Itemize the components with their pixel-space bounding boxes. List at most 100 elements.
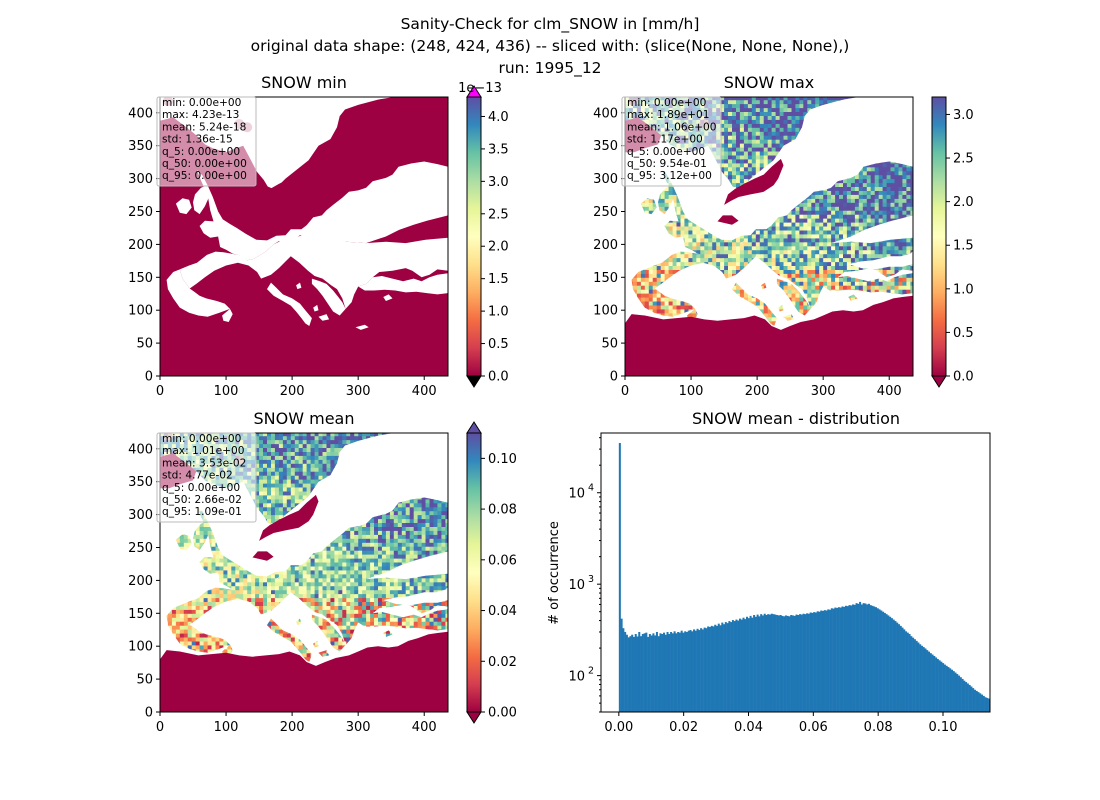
heatmap-cell [858, 206, 864, 211]
heatmap-cell [787, 285, 793, 290]
heatmap-cell [890, 182, 896, 187]
heatmap-cell [779, 127, 785, 132]
heatmap-cell [819, 222, 824, 227]
heatmap-cell [692, 222, 697, 227]
heatmap-cell [866, 214, 872, 219]
heatmap-cell [696, 253, 701, 259]
heatmap-cell [831, 206, 836, 211]
heatmap-cell [870, 190, 876, 195]
heatmap-cell [736, 265, 741, 270]
heatmap-cell [783, 115, 789, 120]
heatmap-cell [771, 111, 777, 116]
heatmap-cell [866, 249, 872, 255]
heatmap-cell [910, 202, 913, 207]
heatmap-cell [890, 206, 896, 211]
heatmap-cell [831, 265, 836, 270]
heatmap-cell [652, 273, 658, 278]
heatmap-cell [803, 269, 808, 274]
heatmap-cell [775, 147, 781, 152]
heatmap-cell [751, 237, 757, 243]
heatmap-cell [644, 297, 650, 302]
heatmap-cell [648, 269, 654, 274]
heatmap-cell [862, 206, 868, 211]
figure-title-line-3: run: 1995_12 [498, 59, 601, 78]
heatmap-cell [755, 135, 761, 140]
heatmap-cell [870, 214, 876, 219]
heatmap-cell [894, 241, 900, 247]
heatmap-cell [739, 111, 745, 116]
heatmap-cell [724, 139, 729, 144]
heatmap-cell [878, 198, 884, 203]
heatmap-cell [878, 162, 884, 168]
heatmap-cell [779, 241, 785, 247]
plot-frame [159, 96, 449, 377]
heatmap-cell [747, 139, 753, 144]
heatmap-cell [811, 214, 816, 219]
heatmap-cell [775, 249, 781, 255]
heatmap-cell [672, 233, 678, 239]
heatmap-cell [688, 261, 693, 266]
heatmap-cell [755, 237, 761, 243]
heatmap-cell [720, 119, 725, 124]
heatmap-cell [652, 301, 658, 306]
heatmap-cell [644, 206, 650, 211]
heatmap-cell [898, 178, 904, 184]
heatmap-cell [660, 202, 666, 207]
heatmap-cell [664, 186, 670, 191]
heatmap-cell [843, 261, 848, 266]
heatmap-cell [854, 226, 860, 231]
heatmap-cell [732, 249, 737, 255]
heatmap-cell [787, 253, 793, 259]
heatmap-cell [846, 285, 852, 290]
heatmap-cell [668, 297, 674, 302]
heatmap-cell [664, 273, 670, 278]
heatmap-cell [668, 265, 674, 270]
heatmap-cell [771, 241, 777, 247]
heatmap-cell [751, 297, 757, 302]
heatmap-cell [732, 170, 737, 176]
heatmap-cell [906, 289, 911, 294]
heatmap-cell [779, 261, 785, 266]
heatmap-cell [763, 158, 769, 164]
heatmap-cell [668, 308, 674, 314]
heatmap-cell [811, 277, 816, 282]
heatmap-cell [708, 233, 713, 239]
heatmap-cell [700, 241, 705, 247]
mask-region [313, 304, 319, 312]
heatmap-cell [652, 269, 658, 274]
heatmap-cell [736, 170, 741, 176]
heatmap-cell [732, 127, 737, 132]
heatmap-cell [803, 277, 808, 282]
heatmap-cell [910, 245, 913, 251]
heatmap-cell [910, 190, 913, 195]
heatmap-cell [656, 297, 662, 302]
heatmap-cell [736, 182, 741, 187]
heatmap-cell [819, 194, 824, 199]
heatmap-cell [902, 237, 907, 243]
heatmap-cell [664, 222, 670, 227]
heatmap-cell [807, 214, 812, 219]
heatmap-cell [668, 273, 674, 278]
heatmap-cell [720, 265, 725, 270]
heatmap-cell [874, 281, 880, 286]
heatmap-cell [835, 241, 840, 247]
heatmap-cell [831, 257, 836, 263]
heatmap-cell [767, 154, 773, 160]
heatmap-cell [755, 229, 761, 235]
heatmap-cell [866, 222, 872, 227]
heatmap-cell [755, 297, 761, 302]
heatmap-cell [755, 143, 761, 148]
heatmap-cell [839, 194, 844, 199]
heatmap-cell [906, 285, 911, 290]
heatmap-cell [843, 222, 848, 227]
heatmap-cell [767, 131, 773, 136]
heatmap-cell [755, 166, 761, 172]
heatmap-cell [779, 237, 785, 243]
heatmap-cell [827, 261, 832, 266]
heatmap-cell [846, 218, 852, 223]
heatmap-cell [815, 241, 820, 247]
heatmap-cell [890, 281, 896, 286]
heatmap-cell [811, 233, 816, 239]
heatmap-cell [767, 115, 773, 120]
heatmap-cell [799, 293, 804, 298]
